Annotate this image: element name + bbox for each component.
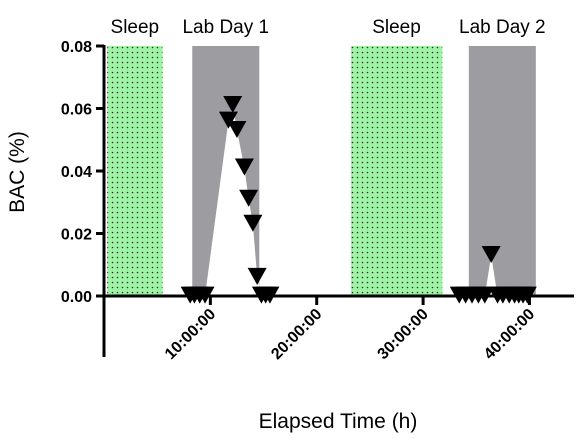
data-point (243, 214, 263, 232)
series-area-0 (190, 105, 270, 297)
band-label-3: Lab Day 2 (459, 17, 546, 38)
y-tick-label: 0.02 (61, 227, 92, 244)
series-area-1 (459, 255, 528, 296)
y-tick-label: 0.06 (61, 102, 92, 119)
data-point (481, 246, 501, 264)
x-tick-label: 20:00:00 (268, 306, 325, 363)
y-tick-label: 0.08 (61, 39, 92, 56)
y-axis-title: BAC (%) (6, 131, 29, 213)
data-point (227, 121, 247, 139)
x-tick-label: 10:00:00 (162, 306, 219, 363)
band-dots-2 (350, 46, 443, 296)
data-point (234, 158, 254, 176)
data-point (223, 96, 243, 114)
data-point (247, 267, 267, 285)
band-label-0: Sleep (111, 17, 160, 38)
data-point (239, 189, 259, 207)
x-tick-label: 40:00:00 (481, 306, 538, 363)
band-3 (468, 46, 536, 296)
y-tick-label: 0.00 (61, 289, 92, 306)
x-axis-title: Elapsed Time (h) (259, 410, 418, 433)
y-tick-label: 0.04 (61, 164, 92, 181)
band-label-1: Lab Day 1 (182, 17, 269, 38)
band-dots-0 (107, 46, 163, 296)
band-label-2: Sleep (372, 17, 421, 38)
background-bands: Sleep Lab Day 1 Sleep Lab Day 2 (107, 17, 546, 296)
data-point (218, 111, 238, 129)
x-tick-label: 30:00:00 (375, 306, 432, 363)
